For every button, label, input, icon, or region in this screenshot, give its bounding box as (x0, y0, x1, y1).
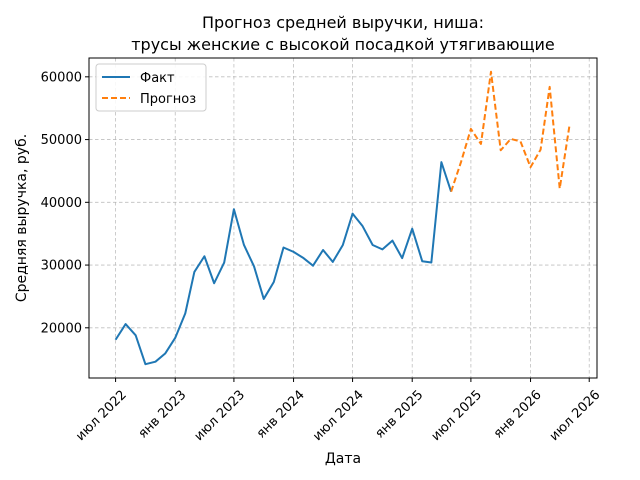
data-point (411, 228, 413, 230)
series-line-forecast (450, 70, 571, 192)
x-tick-label: янв 2024 (254, 388, 308, 442)
data-point (312, 265, 314, 267)
series-layer (114, 70, 571, 366)
y-tick-label: 30000 (41, 259, 82, 274)
data-point (213, 282, 215, 284)
data-point (223, 262, 225, 264)
data-point (372, 244, 374, 246)
data-point (430, 262, 432, 264)
y-tick-label: 60000 (41, 70, 82, 85)
data-point (203, 255, 205, 257)
data-point (470, 128, 472, 130)
legend-label-forecast: Прогноз (140, 92, 196, 107)
data-point (460, 161, 462, 163)
data-point (332, 261, 334, 263)
data-point (125, 323, 127, 325)
data-point (559, 188, 561, 190)
x-axis-label: Дата (325, 451, 361, 467)
data-point (135, 334, 137, 336)
data-point (480, 143, 482, 145)
data-point (243, 244, 245, 246)
data-point (391, 240, 393, 242)
x-tick-label: янв 2026 (491, 388, 545, 442)
x-tick-label: июл 2026 (547, 388, 604, 445)
y-tick-label: 20000 (41, 321, 82, 336)
data-point (401, 257, 403, 259)
x-tick-label: июл 2023 (192, 388, 249, 445)
x-axis-ticks: июл 2022 янв 2023 июл 2023 янв 2024 июл 2024… (73, 378, 603, 444)
data-point (193, 271, 195, 273)
data-point (144, 363, 146, 365)
data-point (519, 140, 521, 142)
x-tick-label: янв 2023 (136, 388, 190, 442)
x-tick-label: янв 2025 (373, 388, 427, 442)
legend-label-fact: Факт (140, 71, 175, 86)
data-point (362, 225, 364, 227)
data-point (490, 71, 492, 73)
data-point (293, 251, 295, 253)
data-point (233, 208, 235, 210)
chart-title-line-1: Прогноз средней выручки, ниша: (202, 13, 484, 32)
data-point (540, 149, 542, 151)
data-point (510, 138, 512, 140)
data-point (342, 244, 344, 246)
y-axis-label: Средняя выручка, руб. (14, 134, 30, 302)
data-point (115, 339, 117, 341)
y-tick-label: 50000 (41, 133, 82, 148)
data-point (164, 353, 166, 355)
series-line-fact (114, 161, 453, 366)
data-point (303, 257, 305, 259)
data-point (568, 125, 570, 127)
data-point (440, 161, 442, 163)
data-point (500, 149, 502, 151)
data-point (352, 213, 354, 215)
data-point (381, 248, 383, 250)
data-point (273, 281, 275, 283)
data-point (263, 298, 265, 300)
data-point (253, 265, 255, 267)
grid (89, 58, 597, 378)
data-point (283, 246, 285, 248)
legend: Факт Прогноз (95, 63, 207, 112)
x-tick-label: июл 2024 (310, 388, 367, 445)
plot-frame (88, 57, 598, 379)
data-point (174, 337, 176, 339)
data-point (322, 249, 324, 251)
x-tick-label: июл 2022 (73, 388, 130, 445)
data-point (549, 86, 551, 88)
data-point (530, 166, 532, 168)
data-point (154, 361, 156, 363)
x-tick-label: июл 2025 (429, 388, 486, 445)
chart-title-line-2: трусы женские с высокой посадкой утягива… (131, 35, 555, 54)
legend-box (95, 63, 207, 112)
y-axis-ticks: 20000 30000 40000 50000 60000 (41, 70, 89, 336)
data-point (421, 260, 423, 262)
data-point (184, 312, 186, 314)
data-point (450, 191, 452, 193)
y-tick-label: 40000 (41, 196, 82, 211)
